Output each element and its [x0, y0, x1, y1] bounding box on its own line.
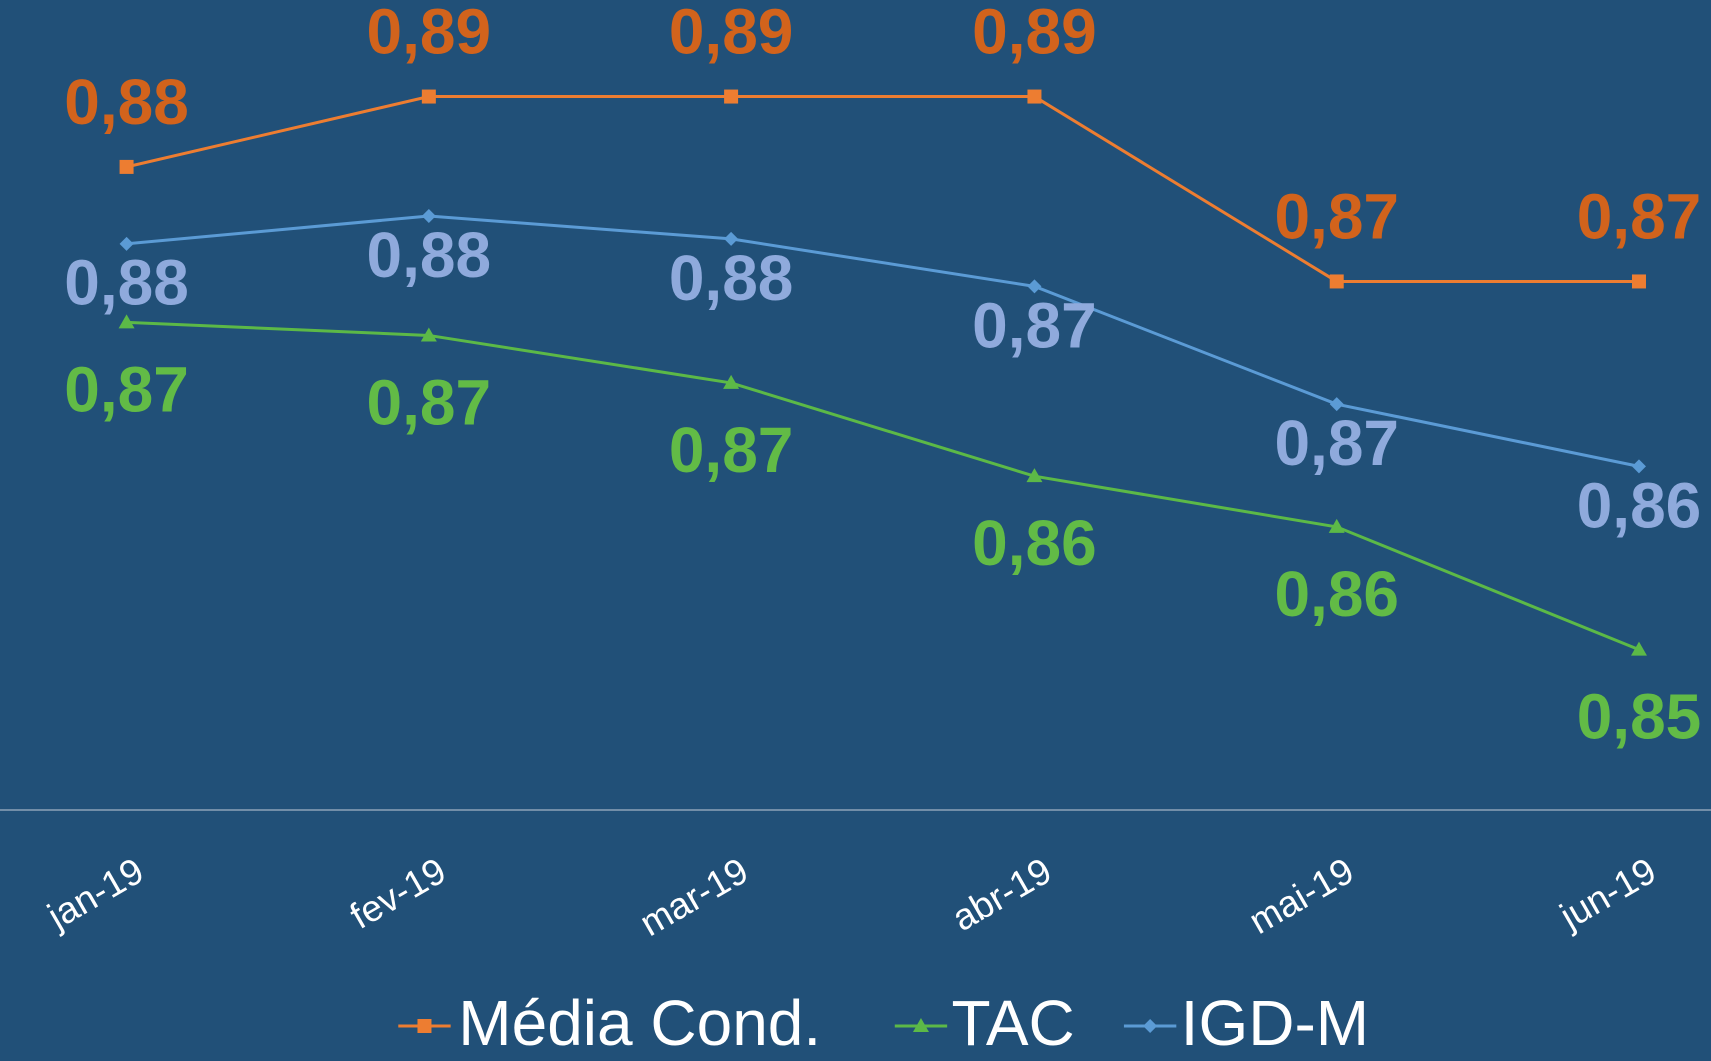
data-label: 0,87 — [1274, 407, 1399, 479]
marker — [723, 374, 740, 389]
data-label: 0,86 — [1577, 469, 1702, 541]
marker — [1631, 274, 1646, 289]
marker — [420, 327, 437, 342]
marker — [724, 89, 739, 104]
legend-marker — [912, 1018, 929, 1032]
marker — [1630, 641, 1647, 656]
marker — [118, 314, 135, 329]
data-label: 0,88 — [64, 247, 189, 319]
legend-item: IGD-M — [1123, 987, 1369, 1059]
marker — [119, 236, 134, 251]
legend-label: TAC — [952, 987, 1075, 1059]
legend-label: IGD-M — [1181, 987, 1369, 1059]
data-label: 0,87 — [669, 414, 794, 486]
marker — [1329, 397, 1344, 412]
marker — [421, 209, 436, 223]
data-label: 0,87 — [367, 366, 492, 438]
marker — [119, 159, 134, 174]
series-line — [126, 95, 1639, 283]
marker — [1026, 468, 1043, 483]
data-label: 0,89 — [367, 0, 492, 67]
legend-item: TAC — [894, 987, 1075, 1059]
series-line — [126, 320, 1640, 652]
marker — [1329, 274, 1344, 289]
data-label: 0,87 — [1577, 180, 1702, 252]
data-label: 0,86 — [972, 507, 1097, 579]
marker — [1027, 89, 1042, 104]
data-label: 0,88 — [64, 66, 189, 138]
marker — [421, 89, 436, 104]
marker — [1328, 518, 1345, 533]
data-label: 0,86 — [1274, 558, 1399, 630]
data-label: 0,87 — [64, 353, 189, 425]
data-label: 0,88 — [669, 242, 794, 314]
legend-label: Média Cond. — [458, 987, 821, 1059]
legend-marker — [1143, 1019, 1158, 1033]
data-label: 0,89 — [669, 0, 794, 67]
data-label: 0,89 — [972, 0, 1097, 67]
series-line — [126, 214, 1640, 468]
data-label: 0,88 — [367, 219, 492, 291]
data-label: 0,87 — [1274, 180, 1399, 252]
marker — [724, 231, 739, 246]
data-label: 0,87 — [972, 289, 1097, 361]
marker — [1027, 279, 1042, 294]
legend-marker — [417, 1019, 432, 1033]
marker — [1631, 459, 1646, 474]
legend-item: Média Cond. — [398, 987, 821, 1059]
data-label: 0,85 — [1577, 681, 1702, 753]
